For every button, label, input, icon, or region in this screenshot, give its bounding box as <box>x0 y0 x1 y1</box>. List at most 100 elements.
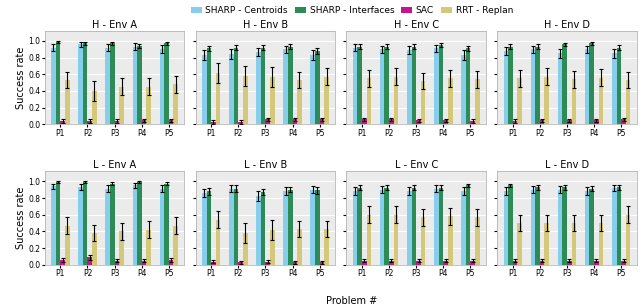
Bar <box>504 51 508 124</box>
Bar <box>137 46 141 124</box>
Title: L - Env D: L - Env D <box>545 160 589 170</box>
Bar <box>385 188 389 265</box>
Bar <box>173 225 178 265</box>
Bar <box>315 190 319 265</box>
Legend: SHARP - Centroids, SHARP - Interfaces, SAC, RRT - Replan: SHARP - Centroids, SHARP - Interfaces, S… <box>189 5 515 17</box>
Bar <box>324 77 329 124</box>
Bar <box>292 120 297 124</box>
Bar <box>508 47 513 124</box>
Bar <box>292 262 297 265</box>
Bar <box>466 48 470 124</box>
Bar <box>141 120 147 124</box>
Bar <box>315 51 319 124</box>
Bar <box>517 223 522 265</box>
Bar <box>594 120 599 124</box>
Bar <box>599 223 604 265</box>
Bar <box>389 261 394 265</box>
Bar <box>421 81 426 124</box>
Bar <box>132 185 137 265</box>
Bar <box>141 261 147 265</box>
Title: L - Env A: L - Env A <box>93 160 136 170</box>
Bar <box>119 231 124 265</box>
Bar <box>545 223 549 265</box>
Bar <box>229 54 234 124</box>
Bar <box>147 87 151 124</box>
Bar <box>367 79 371 124</box>
Bar <box>448 217 452 265</box>
Bar <box>362 120 367 124</box>
Bar <box>394 215 398 265</box>
Bar <box>243 76 248 124</box>
Bar <box>594 261 599 265</box>
Bar <box>438 188 444 265</box>
Bar <box>297 80 301 124</box>
Bar <box>558 190 563 265</box>
Bar <box>207 48 211 124</box>
Bar <box>260 47 266 124</box>
Bar <box>470 261 475 265</box>
Bar <box>513 261 517 265</box>
Bar <box>461 191 466 265</box>
Bar <box>92 91 97 124</box>
Bar <box>558 53 563 124</box>
Bar <box>567 120 572 124</box>
Bar <box>147 230 151 265</box>
Bar <box>416 261 421 265</box>
Bar <box>115 261 119 265</box>
Bar <box>256 196 260 265</box>
Bar <box>319 262 324 265</box>
Bar <box>284 49 288 124</box>
Bar <box>211 261 216 265</box>
Bar <box>540 261 545 265</box>
Bar <box>466 185 470 265</box>
Bar <box>88 121 92 124</box>
Bar <box>319 120 324 124</box>
Bar <box>83 43 88 124</box>
Bar <box>621 261 626 265</box>
Bar <box>266 120 270 124</box>
Bar <box>385 47 389 124</box>
Bar <box>78 44 83 124</box>
Y-axis label: Success rate: Success rate <box>16 187 26 249</box>
Bar <box>164 43 169 124</box>
Bar <box>169 260 173 265</box>
Bar <box>324 229 329 265</box>
Bar <box>288 190 292 265</box>
Bar <box>132 47 137 124</box>
Bar <box>461 55 466 124</box>
Bar <box>394 77 398 124</box>
Bar <box>284 191 288 265</box>
Bar <box>367 215 371 265</box>
Bar <box>88 257 92 265</box>
Bar <box>357 188 362 265</box>
Bar <box>243 233 248 265</box>
Bar <box>256 52 260 124</box>
Bar <box>434 48 438 124</box>
Bar <box>207 191 211 265</box>
Bar <box>535 47 540 124</box>
Bar <box>380 190 385 265</box>
Bar <box>563 44 567 124</box>
Bar <box>266 261 270 265</box>
Bar <box>416 120 421 124</box>
Bar <box>599 78 604 124</box>
Bar <box>234 47 238 124</box>
Bar <box>508 185 513 265</box>
Bar <box>531 49 535 124</box>
Bar <box>475 217 479 265</box>
Bar <box>92 233 97 265</box>
Bar <box>389 120 394 124</box>
Bar <box>616 187 621 265</box>
Bar <box>137 182 141 265</box>
Bar <box>572 79 576 124</box>
Bar <box>65 80 70 124</box>
Bar <box>444 261 448 265</box>
Bar <box>412 47 416 124</box>
Bar <box>626 215 630 265</box>
Bar <box>517 79 522 124</box>
Bar <box>119 87 124 124</box>
Bar <box>353 47 357 124</box>
Bar <box>56 182 60 265</box>
Title: H - Env D: H - Env D <box>544 20 590 30</box>
Bar <box>357 47 362 124</box>
